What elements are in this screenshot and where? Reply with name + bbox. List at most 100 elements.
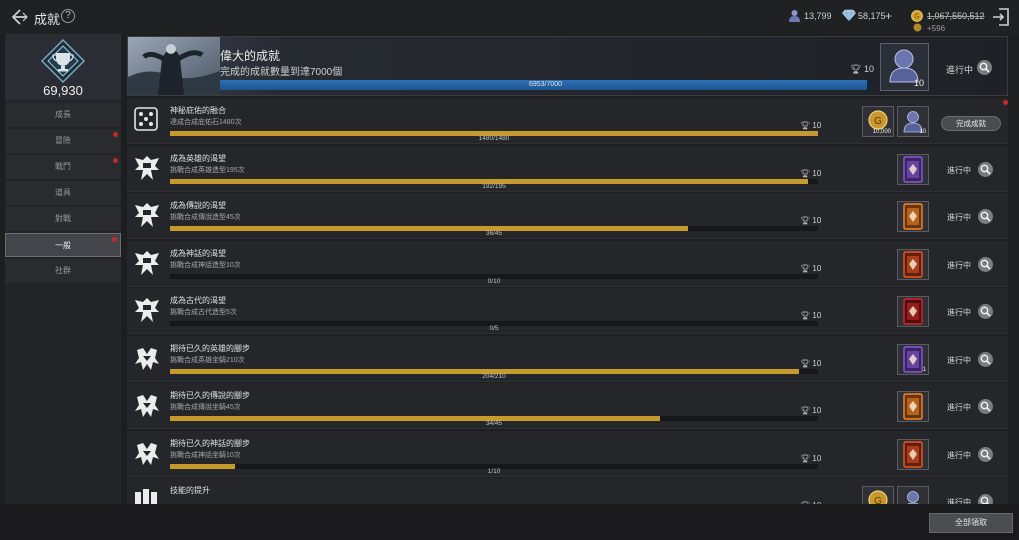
achievement-trophy-points: 🏆︎ 10 — [800, 169, 821, 178]
view-achievement-button[interactable] — [978, 209, 993, 224]
achievement-title: 期待已久的神話的腳步 — [170, 438, 250, 448]
reward-slot[interactable]: 1 — [897, 343, 929, 375]
achievement-description: 挑戰合成英雄坐騎210次 — [170, 356, 245, 364]
view-achievement-button[interactable] — [978, 399, 993, 414]
trophy-value: 10 — [812, 406, 822, 415]
contribution-reward-icon — [903, 111, 923, 133]
reward-count: 10 — [913, 78, 924, 88]
purple-card-reward-icon — [903, 155, 923, 183]
gold-coin-reward-icon: G — [868, 110, 888, 130]
notification-dot — [113, 158, 118, 163]
reward-slot[interactable] — [897, 391, 929, 422]
bottom-bar — [0, 504, 1019, 540]
orange-card-reward-icon — [903, 393, 923, 420]
trophy-icon: 🏆︎ — [800, 406, 811, 415]
exit-button[interactable] — [991, 7, 1011, 32]
achievement-progress-bar — [170, 368, 818, 374]
small-coin-icon — [913, 23, 922, 32]
trophy-value: 10 — [812, 263, 822, 273]
red-orange-card-reward-icon — [903, 250, 923, 278]
help-button[interactable]: ? — [61, 9, 75, 23]
trophy-icon: 🏆︎ — [850, 64, 862, 74]
trophy-value: 10 — [812, 501, 821, 504]
banner-progress-fill — [220, 80, 867, 90]
sidebar-item-label: 道具 — [55, 188, 71, 197]
red-orange-card-reward-icon — [903, 440, 923, 468]
reward-slot[interactable] — [897, 486, 929, 504]
back-arrow-icon — [11, 9, 28, 25]
achievement-row: 期待已久的傳說的腳步 挑戰合成傳說坐騎45次 34/45 🏆︎ 10 進行中 — [127, 383, 1008, 429]
trophy-value: 10 — [812, 216, 822, 225]
svg-text:G: G — [874, 496, 882, 504]
reward-slot[interactable]: 10 — [897, 106, 929, 137]
banner-reward-slot[interactable]: 10 — [880, 43, 929, 91]
reward-slot[interactable] — [897, 296, 929, 327]
notification-dot — [112, 237, 117, 242]
claim-all-button[interactable]: 全部領取 — [929, 513, 1013, 533]
view-achievement-button[interactable] — [978, 256, 993, 272]
banner-progress-bar: 6953/7000 — [220, 80, 871, 90]
reward-slot[interactable]: G 10,000 — [862, 106, 894, 137]
achievement-trophy-points: 🏆︎ 10 — [800, 359, 821, 368]
costume-icon — [133, 296, 161, 329]
achievement-progress-text: 34/45 — [485, 420, 503, 427]
achievement-description: 挑戰合成英雄造型195次 — [170, 166, 245, 174]
sidebar-item-general[interactable]: 一般 — [5, 233, 121, 257]
reward-slot[interactable] — [897, 248, 929, 280]
banner-view-button[interactable] — [977, 60, 992, 75]
reward-slot[interactable] — [897, 153, 929, 185]
achievement-title: 成為傳說的渴望 — [170, 201, 226, 210]
achievement-progress-bar — [170, 321, 818, 326]
achievement-progress-bar — [170, 226, 818, 231]
achievement-title: 成為古代的渴望 — [170, 296, 226, 305]
reward-slot[interactable] — [897, 438, 929, 470]
sidebar-item-adventure[interactable]: 冒險 — [5, 129, 121, 153]
back-button[interactable] — [8, 6, 30, 28]
gold-bonus: +596 — [927, 24, 946, 33]
reward-slot[interactable]: G — [862, 486, 894, 504]
achievement-row: 期待已久的英雄的腳步 挑戰合成英雄坐騎210次 204/210 🏆︎ 10 1 進行中 — [127, 335, 1008, 382]
person-icon — [789, 10, 800, 22]
achievement-progress-text: 0/10 — [487, 277, 501, 285]
view-achievement-button[interactable] — [978, 304, 993, 319]
trophy-icon: 🏆︎ — [800, 501, 810, 504]
achievement-row: 成為古代的渴望 挑戰合成古代造型5次 0/5 🏆︎ 10 進行中 — [127, 288, 1008, 334]
sidebar-item-battle[interactable]: 戰鬥 — [5, 155, 121, 179]
view-achievement-button[interactable] — [978, 161, 993, 177]
trophy-value: 10 — [812, 311, 822, 320]
reward-count: 10 — [919, 129, 926, 135]
costume-icon — [133, 154, 161, 187]
svg-text:G: G — [914, 14, 919, 21]
complete-achievement-button[interactable]: 完成成就 — [941, 116, 1001, 131]
achievement-title: 期待已久的英雄的腳步 — [170, 343, 250, 353]
achievement-status: 進行中 — [947, 308, 971, 317]
purple-card-reward-icon — [903, 345, 923, 373]
contribution-reward-icon — [907, 491, 919, 504]
achievement-progress-text: 1/10 — [487, 467, 501, 475]
sidebar-item-pvp[interactable]: 對戰 — [5, 207, 121, 231]
achievement-status: 進行中 — [947, 260, 971, 270]
trophy-icon: 🏆︎ — [800, 216, 811, 225]
grand-achievement-banner: 偉大的成就 完成的成就數量到達7000個 🏆︎ 10 6953/7000 10 … — [127, 36, 1008, 96]
magnifier-icon — [980, 306, 991, 317]
trophy-icon: 🏆︎ — [800, 311, 811, 320]
achievement-row: 成為神話的渴望 挑戰合成神話造型10次 0/10 🏆︎ 10 進行中 — [127, 240, 1008, 287]
achievement-row: 成為傳說的渴望 挑戰合成傳說造型45次 36/45 🏆︎ 10 進行中 — [127, 193, 1008, 239]
trophy-value: 10 — [863, 64, 874, 74]
sidebar-item-growth[interactable]: 成長 — [5, 103, 121, 127]
sidebar-item-items[interactable]: 道具 — [5, 181, 121, 205]
mount-icon — [133, 439, 161, 472]
achievement-trophy-points: 🏆︎ 10 — [800, 264, 821, 273]
view-achievement-button[interactable] — [978, 446, 993, 462]
sidebar-item-label: 成長 — [55, 110, 71, 119]
reward-slot[interactable] — [897, 201, 929, 232]
gold-value: 1,067,550,512 — [927, 11, 985, 21]
sidebar-item-social[interactable]: 社群 — [5, 259, 121, 283]
achievement-trophy-points: 🏆︎ 10 — [800, 501, 821, 504]
contribution-reward-icon — [889, 49, 919, 83]
achievement-progress-bar — [170, 273, 818, 279]
view-achievement-button[interactable] — [978, 351, 993, 367]
add-diamond-button[interactable]: + — [885, 9, 893, 23]
view-achievement-button[interactable] — [978, 494, 993, 504]
red-card-reward-icon — [903, 298, 923, 325]
